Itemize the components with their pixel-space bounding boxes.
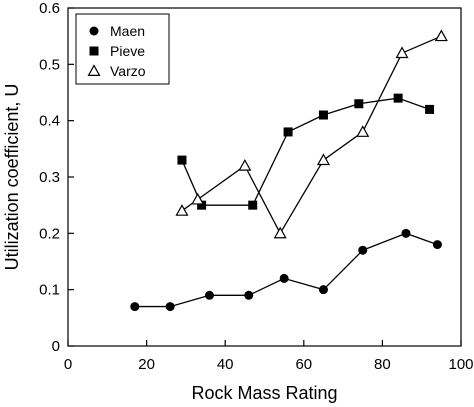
- marker-square: [248, 200, 258, 210]
- legend-label-pieve: Pieve: [110, 43, 145, 59]
- marker-square: [318, 110, 328, 120]
- marker-circle: [358, 245, 368, 255]
- y-tick-label: 0.5: [39, 56, 60, 73]
- marker-triangle: [316, 153, 330, 166]
- y-tick-label: 0.6: [39, 0, 60, 17]
- marker-square: [177, 155, 187, 165]
- legend-label-maen: Maen: [110, 23, 145, 39]
- x-tick-label: 100: [448, 356, 473, 373]
- x-tick-label: 80: [374, 356, 391, 373]
- series-pieve: [177, 93, 435, 210]
- legend-label-varzo: Varzo: [110, 63, 146, 79]
- marker-circle: [130, 302, 140, 312]
- y-tick-label: 0.4: [39, 113, 60, 130]
- x-tick-label: 40: [217, 356, 234, 373]
- series-line: [181, 35, 442, 235]
- marker-square: [393, 93, 403, 103]
- axes: 0 20 40 60 80 100 0 0.1 0.2 0.3 0.4 0.5 0.6: [39, 0, 473, 373]
- series-line: [181, 97, 430, 206]
- legend: Maen Pieve Varzo: [75, 13, 170, 85]
- y-tick-label: 0.2: [39, 225, 60, 242]
- marker-triangle: [356, 125, 370, 137]
- marker-circle: [279, 273, 289, 283]
- x-tick-label: 20: [138, 356, 155, 373]
- series-layer: [130, 29, 448, 312]
- marker-triangle: [273, 226, 287, 239]
- y-axis-title: Utilization coefficient, U: [2, 84, 22, 271]
- marker-square: [354, 99, 364, 109]
- marker-triangle: [175, 204, 189, 216]
- series-maen: [130, 228, 442, 312]
- series-line: [134, 232, 438, 308]
- marker-triangle: [87, 64, 101, 77]
- x-tick-label: 0: [64, 356, 72, 373]
- marker-triangle: [238, 158, 252, 171]
- marker-circle: [318, 285, 328, 295]
- marker-circle: [89, 26, 99, 36]
- marker-circle: [401, 228, 411, 238]
- marker-circle: [165, 302, 175, 312]
- marker-circle: [432, 240, 442, 250]
- marker-square: [283, 127, 293, 137]
- x-tick-label: 60: [295, 356, 312, 373]
- marker-square: [197, 200, 207, 210]
- y-tick-label: 0.3: [39, 169, 60, 186]
- y-tick-label: 0: [52, 338, 60, 355]
- marker-circle: [244, 290, 254, 300]
- marker-square: [425, 104, 435, 114]
- marker-triangle: [434, 29, 448, 42]
- series-varzo: [175, 29, 448, 239]
- marker-circle: [204, 290, 214, 300]
- y-tick-label: 0.1: [39, 282, 60, 299]
- marker-square: [89, 46, 99, 56]
- marker-triangle: [395, 46, 409, 59]
- marker-triangle: [191, 192, 205, 205]
- x-axis-title: Rock Mass Rating: [191, 383, 337, 403]
